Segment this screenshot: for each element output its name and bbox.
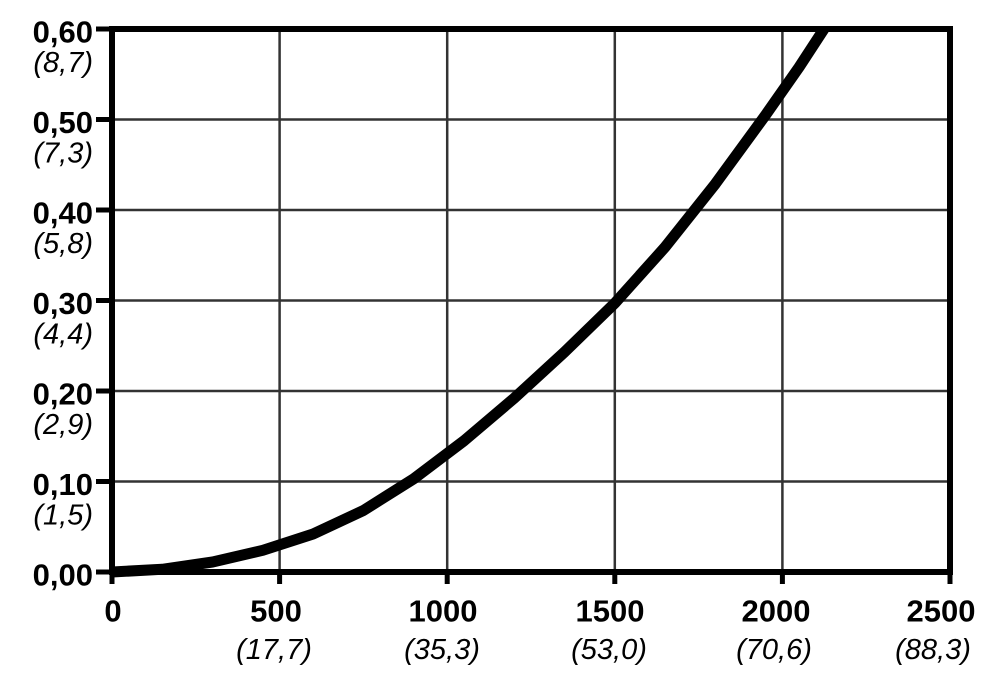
x-tick-label-0: 0 [104, 594, 121, 629]
x-axis-labels: 0 500 1000 1500 2000 2500 [104, 594, 975, 629]
y-tick-label-0-50: 0,50 [33, 105, 93, 140]
gridlines [112, 29, 950, 572]
y-tick-label-0-40: 0,40 [33, 196, 93, 231]
y-tick-label-0-10: 0,10 [33, 467, 93, 502]
x-tick-alt-label-2000: (70,6) [736, 634, 812, 666]
x-tick-alt-label-500: (17,7) [236, 634, 312, 666]
y-tick-alt-label-0-40: (5,8) [33, 228, 93, 260]
x-axis-alt-labels: (17,7) (35,3) (53,0) (70,6) (88,3) [236, 634, 971, 666]
y-tick-label-0-00: 0,00 [33, 558, 93, 593]
x-tick-label-1000: 1000 [409, 594, 478, 629]
y-tick-alt-label-0-50: (7,3) [33, 138, 93, 170]
flow-curve [111, 26, 829, 578]
y-axis-labels: 0,60 0,50 0,40 0,30 0,20 0,10 0,00 [33, 15, 93, 593]
x-tick-alt-label-2500: (88,3) [895, 634, 971, 666]
y-tick-alt-label-0-60: (8,7) [33, 47, 93, 79]
x-tick-alt-label-1000: (35,3) [404, 634, 480, 666]
y-tick-label-0-30: 0,30 [33, 286, 93, 321]
x-tick-marks [109, 572, 953, 584]
y-tick-alt-label-0-10: (1,5) [33, 500, 93, 532]
y-tick-alt-label-0-30: (4,4) [33, 319, 93, 351]
y-tick-label-0-60: 0,60 [33, 15, 93, 50]
y-tick-alt-label-0-20: (2,9) [33, 409, 93, 441]
y-axis-alt-labels: (8,7) (7,3) (5,8) (4,4) (2,9) (1,5) [33, 47, 93, 532]
y-tick-marks [96, 26, 112, 575]
x-tick-label-1500: 1500 [576, 594, 645, 629]
x-tick-label-2000: 2000 [742, 594, 811, 629]
x-tick-alt-label-1500: (53,0) [571, 634, 647, 666]
x-tick-label-2500: 2500 [907, 594, 976, 629]
y-tick-label-0-20: 0,20 [33, 377, 93, 412]
x-tick-label-500: 500 [250, 594, 302, 629]
